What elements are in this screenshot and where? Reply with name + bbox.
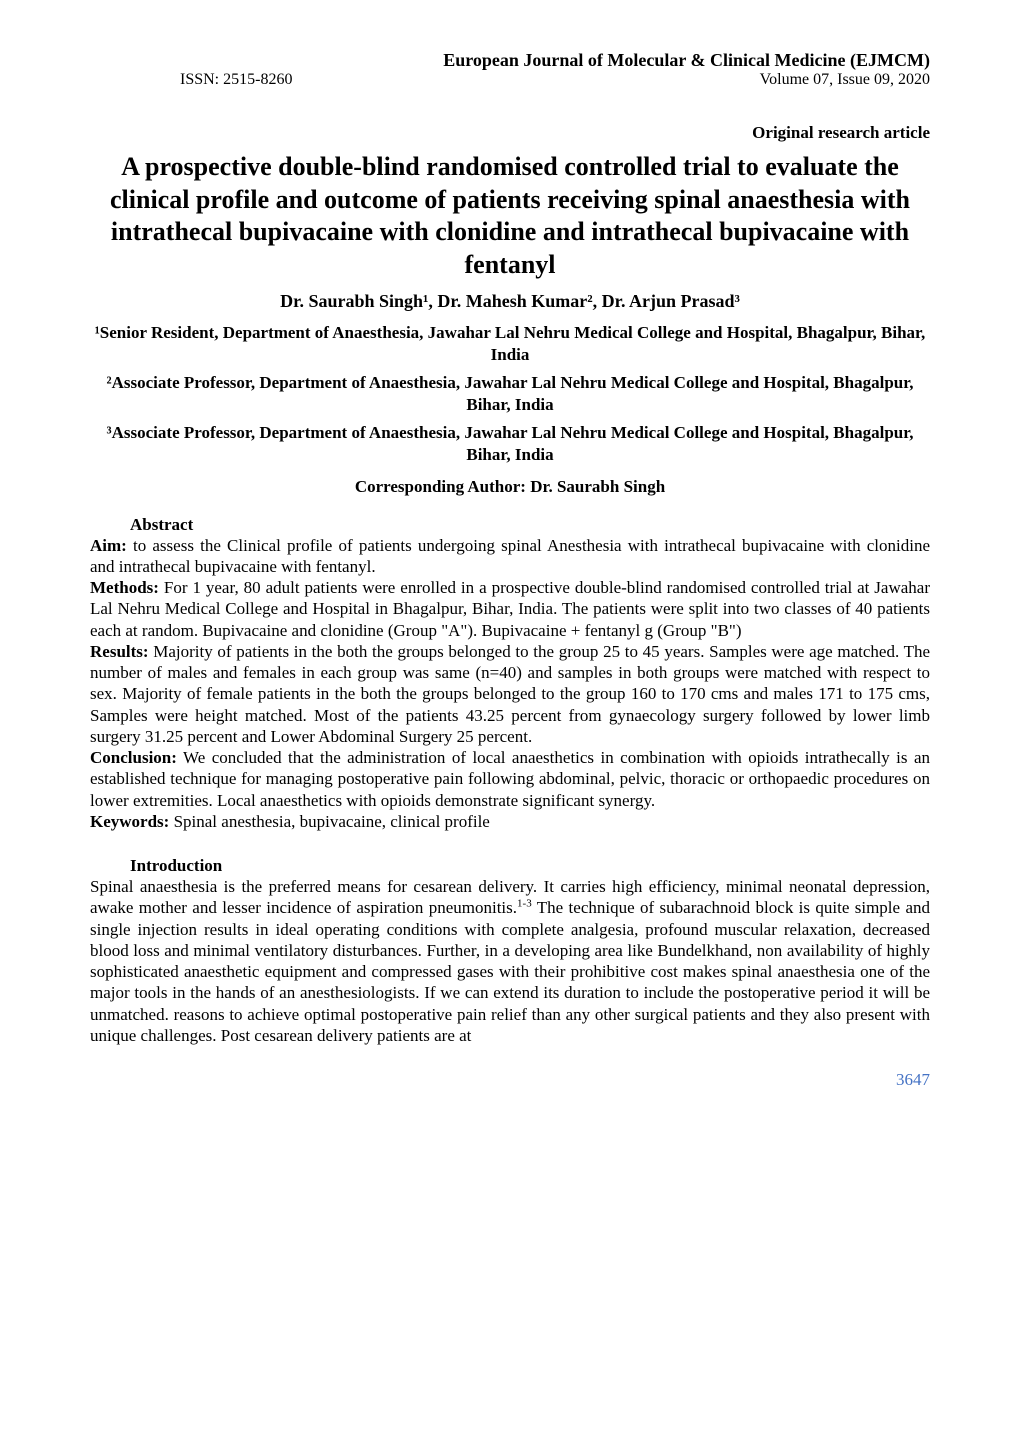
authors-line: Dr. Saurabh Singh¹, Dr. Mahesh Kumar², D…: [90, 291, 930, 312]
issn-volume-row: ISSN: 2515-8260 Volume 07, Issue 09, 202…: [90, 71, 930, 89]
introduction-heading: Introduction: [130, 856, 930, 876]
journal-title: European Journal of Molecular & Clinical…: [90, 50, 930, 71]
keywords-text: Spinal anesthesia, bupivacaine, clinical…: [169, 812, 490, 831]
abstract-methods: Methods: For 1 year, 80 adult patients w…: [90, 577, 930, 641]
abstract-conclusion: Conclusion: We concluded that the admini…: [90, 747, 930, 811]
results-label: Results:: [90, 642, 149, 661]
abstract-aim: Aim: to assess the Clinical profile of p…: [90, 535, 930, 578]
intro-citation-sup: 1-3: [517, 898, 532, 910]
intro-text-post: The technique of subarachnoid block is q…: [90, 898, 930, 1045]
methods-label: Methods:: [90, 578, 159, 597]
article-type: Original research article: [90, 123, 930, 143]
abstract-results: Results: Majority of patients in the bot…: [90, 641, 930, 747]
abstract-heading: Abstract: [130, 515, 930, 535]
affiliation-3: ³Associate Professor, Department of Anae…: [90, 422, 930, 466]
conclusion-text: We concluded that the administration of …: [90, 748, 930, 810]
methods-text: For 1 year, 80 adult patients were enrol…: [90, 578, 930, 640]
journal-header: European Journal of Molecular & Clinical…: [90, 50, 930, 89]
paper-title: A prospective double-blind randomised co…: [90, 151, 930, 281]
page-number: 3647: [90, 1070, 930, 1090]
conclusion-label: Conclusion:: [90, 748, 177, 767]
volume-text: Volume 07, Issue 09, 2020: [760, 71, 930, 89]
abstract-keywords: Keywords: Spinal anesthesia, bupivacaine…: [90, 811, 930, 832]
spacer: [90, 832, 930, 846]
aim-text: to assess the Clinical profile of patien…: [90, 536, 930, 576]
affiliation-2: ²Associate Professor, Department of Anae…: [90, 372, 930, 416]
issn-text: ISSN: 2515-8260: [180, 71, 292, 89]
keywords-label: Keywords:: [90, 812, 169, 831]
introduction-body: Spinal anaesthesia is the preferred mean…: [90, 876, 930, 1046]
results-text: Majority of patients in the both the gro…: [90, 642, 930, 746]
page-container: European Journal of Molecular & Clinical…: [0, 0, 1020, 1130]
aim-label: Aim:: [90, 536, 127, 555]
corresponding-author: Corresponding Author: Dr. Saurabh Singh: [90, 477, 930, 497]
affiliation-1: ¹Senior Resident, Department of Anaesthe…: [90, 322, 930, 366]
